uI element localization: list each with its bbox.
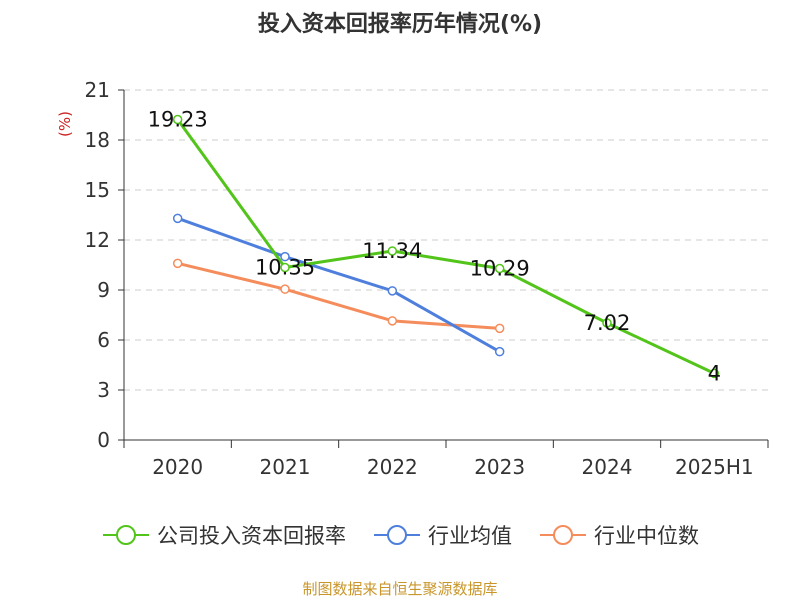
- x-tick-label: 2020: [152, 455, 203, 479]
- chart-title: 投入资本回报率历年情况(%): [257, 12, 543, 37]
- x-tick-label: 2024: [582, 455, 633, 479]
- point-company: [709, 368, 720, 379]
- legend-item-industry-avg[interactable]: 行业均值: [372, 520, 512, 550]
- point-industry-median: [280, 284, 290, 294]
- legend-item-company[interactable]: 公司投入资本回报率: [101, 520, 346, 550]
- point-company: [494, 263, 505, 274]
- point-industry-median: [172, 258, 183, 269]
- data-label-company: 10.29: [470, 257, 530, 281]
- data-label-company: 7.02: [584, 311, 631, 335]
- x-tick-label: 2021: [260, 455, 311, 479]
- point-company: [387, 246, 398, 256]
- legend-marker-industry-median: [540, 525, 586, 545]
- series-line-industry-avg: [177, 216, 501, 353]
- data-source-note: 制图数据来自恒生聚源数据库: [302, 580, 498, 598]
- legend-label-company: 公司投入资本回报率: [157, 524, 346, 548]
- data-label-company: 19.23: [148, 108, 208, 132]
- series-line-company: [176, 118, 715, 375]
- legend: 公司投入资本回报率 行业均值 行业中位数: [0, 520, 800, 550]
- y-tick-label: 9: [97, 278, 110, 302]
- x-tick-label: 2023: [474, 455, 525, 479]
- y-tick-label: 15: [85, 178, 110, 202]
- y-tick-label: 6: [97, 328, 110, 352]
- x-tick-label: 2022: [367, 455, 418, 479]
- legend-label-industry-median: 行业中位数: [594, 524, 699, 548]
- legend-marker-company: [103, 525, 149, 545]
- legend-marker-industry-avg: [374, 525, 420, 545]
- y-tick-label: 3: [97, 378, 110, 402]
- point-company: [602, 318, 612, 328]
- point-industry-avg: [280, 251, 290, 262]
- data-label-company: 4: [708, 361, 721, 385]
- data-label-company: 11.34: [362, 239, 422, 263]
- y-tick-label: 21: [85, 78, 110, 102]
- y-tick-label: 12: [85, 228, 110, 252]
- point-industry-avg: [172, 213, 183, 224]
- series-line-industry-median: [177, 261, 500, 330]
- point-industry-avg: [387, 286, 398, 296]
- point-company: [280, 262, 290, 273]
- x-tick-label: 2025H1: [675, 455, 754, 479]
- legend-item-industry-median[interactable]: 行业中位数: [538, 520, 699, 550]
- data-label-company: 10.35: [255, 256, 315, 280]
- point-industry-median: [387, 316, 398, 326]
- y-tick-label: 0: [97, 428, 110, 452]
- point-industry-avg: [494, 346, 505, 357]
- y-tick-label: 18: [85, 128, 110, 152]
- point-company: [172, 114, 183, 125]
- point-industry-median: [494, 323, 505, 334]
- legend-label-industry-avg: 行业均值: [428, 524, 512, 548]
